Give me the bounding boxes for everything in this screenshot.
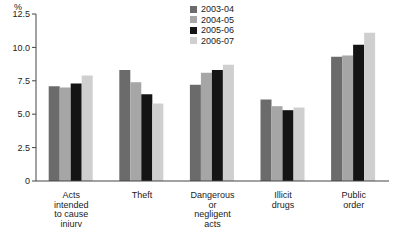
svg-text:Illicitdrugs: Illicitdrugs [272,190,295,210]
svg-text:%: % [14,2,22,12]
html-text:2003-04: 2003-04 [201,4,234,14]
svg-text:2.5: 2.5 [17,143,30,153]
svg-text:Theft: Theft [132,190,153,200]
svg-text:Publicorder: Publicorder [341,190,366,210]
svg-text:10.0: 10.0 [12,43,30,53]
svg-text:5.0: 5.0 [17,109,30,119]
html-text:2005-06: 2005-06 [201,25,234,35]
svg-text:Dangerousornegligentacts: Dangerousornegligentacts [190,190,235,227]
svg-text:0: 0 [25,176,30,186]
svg-text:12.5: 12.5 [12,9,30,20]
svg-text:Actsintendedto causeinjury: Actsintendedto causeinjury [54,190,89,227]
svg-text:7.5: 7.5 [17,76,30,86]
html-text:2006-07: 2006-07 [201,35,234,46]
html-text:2004-05: 2004-05 [201,14,234,25]
